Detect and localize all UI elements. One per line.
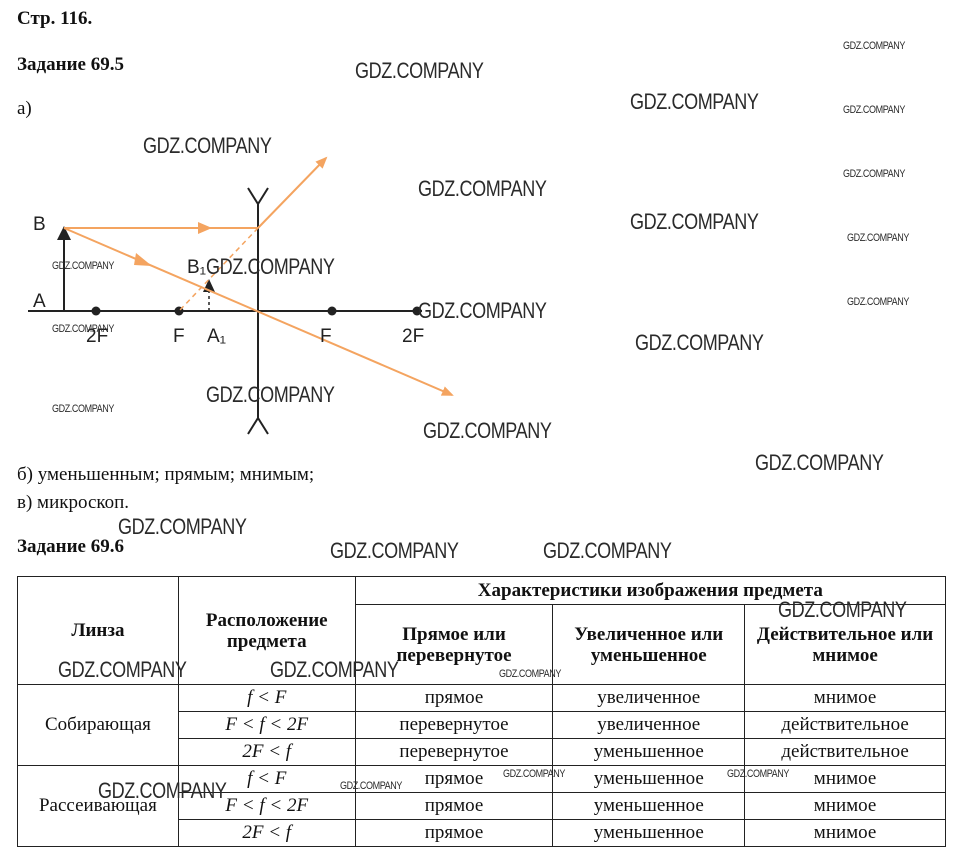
lens-top-tip: [247, 187, 269, 206]
watermark: GDZ.COMPANY: [58, 657, 187, 682]
cell-size: уменьшенное: [552, 819, 746, 847]
ray-center-arrowhead: [134, 253, 152, 266]
cell-size: уменьшенное: [552, 765, 746, 793]
label-left-2f: 2F: [86, 326, 108, 347]
watermark: GDZ.COMPANY: [543, 538, 672, 563]
cell-orientation: прямое: [354, 819, 554, 847]
part-b-answer: б) уменьшенным; прямым; мнимым;: [17, 464, 315, 485]
watermark: GDZ.COMPANY: [118, 514, 247, 539]
label-b: B: [33, 214, 46, 235]
label-a1: A₁: [207, 326, 226, 347]
header-characteristics: Характеристики изображения предмета: [354, 576, 947, 605]
watermark: GDZ.COMPANY: [635, 330, 764, 355]
watermark: GDZ.COMPANY: [52, 323, 114, 335]
object-arrow-head: [57, 226, 71, 240]
cell-orientation: перевернутое: [354, 738, 554, 766]
watermark: GDZ.COMPANY: [843, 168, 905, 180]
header-magnified-reduced: Увеличенное или уменьшенное: [552, 604, 746, 685]
ray-refracted: [257, 156, 328, 229]
table-row: 2F < f прямое уменьшенное мнимое: [18, 819, 946, 847]
label-left-f: F: [173, 326, 185, 347]
label-right-f: F: [320, 326, 332, 347]
cell-orientation: прямое: [354, 684, 554, 712]
cell-size: уменьшенное: [552, 738, 746, 766]
cell-orientation: прямое: [354, 792, 554, 820]
header-lens: Линза: [17, 576, 179, 685]
position-cell: F < f < 2F: [177, 792, 356, 820]
cell-size: увеличенное: [552, 684, 746, 712]
lens-diverging: Рассеивающая: [17, 765, 179, 847]
table-row: 2F < f перевернутое уменьшенное действит…: [18, 738, 946, 766]
focal-point-right-2f: [412, 306, 422, 316]
watermark: GDZ.COMPANY: [630, 209, 759, 234]
position-cell: f < F: [177, 765, 356, 793]
task-title-69-6: Задание 69.6: [17, 536, 124, 557]
watermark: GDZ.COMPANY: [340, 780, 402, 792]
cell-size: уменьшенное: [552, 792, 746, 820]
watermark: GDZ.COMPANY: [206, 254, 335, 279]
part-c-answer: в) микроскоп.: [17, 492, 130, 513]
position-cell: F < f < 2F: [177, 711, 356, 739]
watermark: GDZ.COMPANY: [755, 450, 884, 475]
cell-type: действительное: [744, 738, 946, 766]
label-right-2f: 2F: [402, 326, 424, 347]
cell-type: мнимое: [744, 819, 946, 847]
watermark: GDZ.COMPANY: [778, 597, 907, 622]
task-title-69-5: Задание 69.5: [17, 54, 124, 75]
header-upright-inverted: Прямое или перевернутое: [354, 604, 554, 685]
lens-ray-diagram: B A B₁ A₁ 2F F F 2F: [28, 156, 454, 435]
lens-bottom-tip: [247, 416, 269, 435]
table-row: F < f < 2F перевернутое увеличенное дейс…: [18, 711, 946, 739]
cell-size: увеличенное: [552, 711, 746, 739]
watermark: GDZ.COMPANY: [98, 778, 227, 803]
watermark: GDZ.COMPANY: [206, 382, 335, 407]
watermark: GDZ.COMPANY: [330, 538, 459, 563]
watermark: GDZ.COMPANY: [727, 768, 789, 780]
part-a-label: а): [17, 98, 32, 119]
position-cell: 2F < f: [177, 738, 356, 766]
watermark: GDZ.COMPANY: [847, 232, 909, 244]
position-cell: f < F: [177, 684, 356, 712]
label-a: A: [33, 291, 46, 312]
focal-point-right-f: [327, 306, 337, 316]
cell-orientation: перевернутое: [354, 711, 554, 739]
label-b1: B₁: [187, 257, 206, 278]
cell-type: мнимое: [744, 684, 946, 712]
lens-converging: Собирающая: [17, 684, 179, 766]
table-row: Собирающая f < F прямое увеличенное мним…: [17, 684, 946, 766]
watermark: GDZ.COMPANY: [503, 768, 565, 780]
cell-type: мнимое: [744, 765, 946, 793]
watermark: GDZ.COMPANY: [843, 40, 905, 52]
watermark: GDZ.COMPANY: [843, 104, 905, 116]
watermark: GDZ.COMPANY: [52, 403, 114, 415]
watermark: GDZ.COMPANY: [499, 668, 561, 680]
watermark: GDZ.COMPANY: [52, 260, 114, 272]
watermark: GDZ.COMPANY: [355, 58, 484, 83]
header-position: Расположение предмета: [177, 576, 356, 685]
header-real-virtual: Действительное или мнимое: [744, 604, 946, 685]
watermark: GDZ.COMPANY: [418, 298, 547, 323]
focal-point-left-2f: [91, 306, 101, 316]
ray-parallel-arrowhead: [198, 222, 212, 234]
table-row: Рассеивающая f < F прямое уменьшенное мн…: [17, 765, 946, 847]
image-characteristics-table: Линза Расположение предмета Характеристи…: [17, 576, 947, 847]
watermark: GDZ.COMPANY: [847, 296, 909, 308]
watermark: GDZ.COMPANY: [143, 133, 272, 158]
watermark: GDZ.COMPANY: [630, 89, 759, 114]
cell-type: мнимое: [744, 792, 946, 820]
ray-virtual-extension: [178, 227, 259, 312]
cell-type: действительное: [744, 711, 946, 739]
watermark: GDZ.COMPANY: [270, 657, 399, 682]
ray-through-center: [63, 227, 454, 396]
position-cell: 2F < f: [177, 819, 356, 847]
watermark: GDZ.COMPANY: [418, 176, 547, 201]
page-header: Стр. 116.: [17, 8, 93, 29]
watermark: GDZ.COMPANY: [423, 418, 552, 443]
